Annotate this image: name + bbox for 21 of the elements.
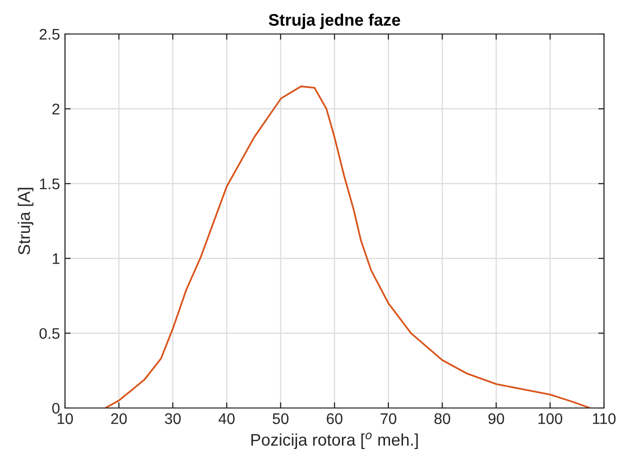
x-axis-title: Pozicija rotora [$^{o}$ meh.] [251,432,418,450]
chart-title: Struja jedne faze [268,14,400,30]
x-tick-label: 60 [326,413,342,424]
y-tick-label: 0 [52,402,60,414]
y-axis-title: Struja [A] [18,188,34,255]
y-tick-label: 2 [52,104,60,114]
x-tick-label: 90 [488,413,504,424]
x-tick-label: 30 [164,413,181,424]
x-tick-label: 40 [218,413,235,424]
y-tick-label: 2.5 [40,28,60,40]
y-tick-label: 0.5 [40,328,60,339]
y-tick-label: 1 [52,253,60,264]
x-tick-label: 100 [538,413,562,424]
x-tick-label: 10 [58,413,73,424]
x-tick-label: 50 [272,413,288,424]
x-tick-label: 110 [592,413,616,424]
line-series [104,86,591,408]
x-tick-label: 70 [380,413,396,424]
x-tick-label: 20 [111,413,127,424]
y-tick-label: 1.5 [40,178,60,190]
x-tick-label: 80 [434,413,450,424]
